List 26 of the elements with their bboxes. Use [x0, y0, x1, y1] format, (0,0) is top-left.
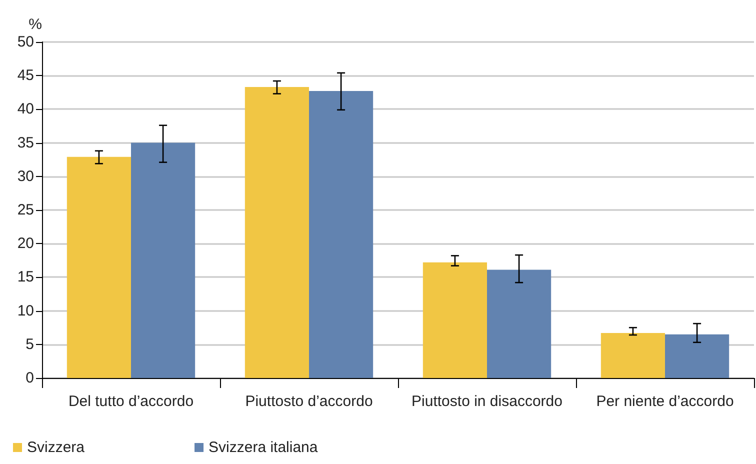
y-tick-label: 30	[17, 168, 34, 185]
y-axis-title: %	[28, 16, 42, 33]
y-tick-label: 35	[17, 134, 34, 152]
y-tick-label: 15	[17, 268, 34, 286]
legend-label: Svizzera	[27, 439, 86, 456]
bar	[600, 332, 665, 378]
y-tick-label: 45	[17, 67, 34, 84]
x-tick-label: Piuttosto d’accordo	[245, 393, 373, 410]
y-tick-label: 50	[17, 34, 34, 50]
y-tick-label: 5	[26, 336, 34, 353]
bar	[487, 270, 552, 378]
bar	[131, 142, 196, 378]
bar	[422, 262, 487, 378]
y-tick-label: 20	[17, 235, 34, 252]
legend-label: Svizzera italiana	[208, 439, 318, 456]
bar	[665, 334, 730, 378]
bar	[66, 156, 131, 378]
y-tick-label: 25	[17, 202, 34, 218]
x-tick-label: Per niente d’accordo	[596, 393, 734, 410]
y-tick-label: 40	[17, 100, 34, 118]
x-tick-label: Del tutto d’accordo	[68, 393, 194, 410]
y-tick-label: 0	[26, 370, 34, 386]
bar	[309, 91, 374, 378]
y-tick-label: 10	[17, 302, 34, 320]
x-tick-label: Piuttosto in disaccordo	[412, 393, 562, 410]
bar	[244, 87, 309, 378]
